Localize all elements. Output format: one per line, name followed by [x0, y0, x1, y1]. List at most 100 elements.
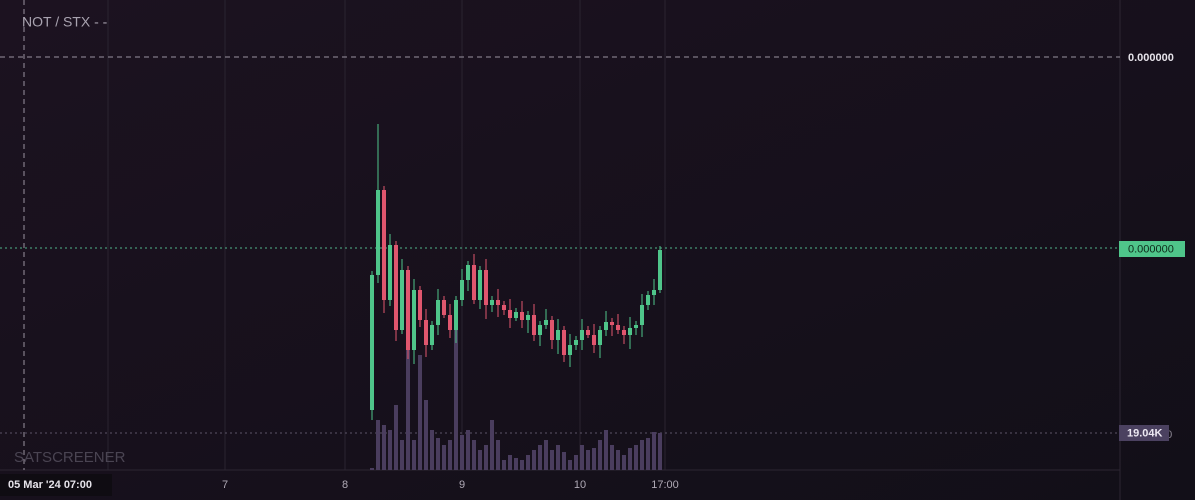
volume-label: 19.04K — [1127, 427, 1163, 439]
volume-bar — [526, 455, 530, 470]
candle-body — [616, 325, 620, 330]
candle-body — [502, 305, 506, 310]
volume-bar — [460, 435, 464, 470]
candle-body — [370, 275, 374, 410]
candle-body — [430, 325, 434, 345]
volume-bar — [514, 458, 518, 470]
volume-bar — [520, 460, 524, 470]
volume-bar — [424, 400, 428, 470]
last-price-badge — [1119, 241, 1185, 257]
candle-body — [394, 245, 398, 330]
volume-bar — [634, 445, 638, 470]
volume-bar — [442, 445, 446, 470]
volume-bar — [574, 455, 578, 470]
candle-body — [454, 300, 458, 330]
volume-bar — [484, 445, 488, 470]
candle-body — [382, 190, 386, 300]
candle-body — [514, 312, 518, 318]
volume-bar — [622, 455, 626, 470]
volume-bar — [496, 440, 500, 470]
candle-body — [592, 335, 596, 345]
volume-bar — [376, 420, 380, 470]
volume-bar — [586, 450, 590, 470]
volume-bar — [418, 355, 422, 470]
volume-bar — [436, 438, 440, 470]
volume-bar — [478, 450, 482, 470]
candle-body — [442, 300, 446, 315]
candle-body — [424, 320, 428, 345]
time-label: 05 Mar '24 07:00 — [8, 479, 92, 491]
candle-body — [376, 190, 380, 275]
candle-body — [652, 290, 656, 295]
candle-body — [544, 320, 548, 325]
volume-bar — [550, 450, 554, 470]
volume-bar — [538, 445, 542, 470]
volume-bar — [400, 440, 404, 470]
volume-bar — [640, 440, 644, 470]
candle-body — [448, 315, 452, 330]
volume-bar — [568, 460, 572, 470]
volume-bar — [508, 455, 512, 470]
volume-bar — [544, 440, 548, 470]
candle-body — [556, 330, 560, 340]
candle-body — [418, 290, 422, 320]
volume-bar — [646, 438, 650, 470]
volume-bars — [370, 330, 662, 470]
volume-bar — [472, 440, 476, 470]
candle-body — [520, 312, 524, 320]
volume-bar — [448, 440, 452, 470]
candle-body — [406, 270, 410, 350]
time-label: 9 — [459, 479, 465, 491]
volume-bar — [430, 430, 434, 470]
candle-body — [628, 328, 632, 335]
candle-body — [400, 270, 404, 330]
candle-body — [580, 330, 584, 340]
volume-bar — [580, 445, 584, 470]
candle-body — [640, 305, 644, 325]
volume-bar — [502, 460, 506, 470]
candle-body — [472, 265, 476, 300]
candle-body — [484, 270, 488, 305]
volume-bar — [490, 420, 494, 470]
candle-body — [598, 330, 602, 345]
candle-body — [466, 265, 470, 280]
volume-bar — [412, 440, 416, 470]
volume-badge — [1119, 425, 1169, 441]
volume-bar — [652, 432, 656, 470]
volume-bar — [406, 330, 410, 470]
last-price-label: 0.000000 — [1128, 243, 1174, 255]
grid — [107, 0, 666, 470]
volume-bar — [610, 445, 614, 470]
volume-bar — [658, 433, 662, 470]
volume-bar — [604, 430, 608, 470]
candle-body — [388, 245, 392, 300]
candle-body — [604, 322, 608, 330]
candle-body — [610, 322, 614, 325]
volume-bar — [598, 440, 602, 470]
candle-body — [658, 250, 662, 290]
time-badge — [0, 474, 112, 496]
candle-body — [646, 295, 650, 305]
volume-bar — [628, 448, 632, 470]
volume-bar — [466, 430, 470, 470]
price-label: 0.000000 — [1128, 52, 1174, 64]
volume-bar — [562, 452, 566, 470]
candle-body — [508, 310, 512, 318]
volume-bar — [454, 330, 458, 470]
volume-bar — [394, 405, 398, 470]
candle-body — [550, 320, 554, 340]
candle-body — [526, 315, 530, 320]
pair-title: NOT / STX - - — [22, 14, 108, 30]
volume-bar — [616, 450, 620, 470]
volume-bar — [532, 450, 536, 470]
time-label: 17:00 — [651, 479, 679, 491]
volume-bar — [370, 468, 374, 470]
candle-body — [562, 330, 566, 355]
candle-body — [568, 345, 572, 355]
candle-body — [634, 325, 638, 328]
candle-body — [496, 300, 500, 305]
volume-bar — [556, 445, 560, 470]
volume-bar — [592, 448, 596, 470]
